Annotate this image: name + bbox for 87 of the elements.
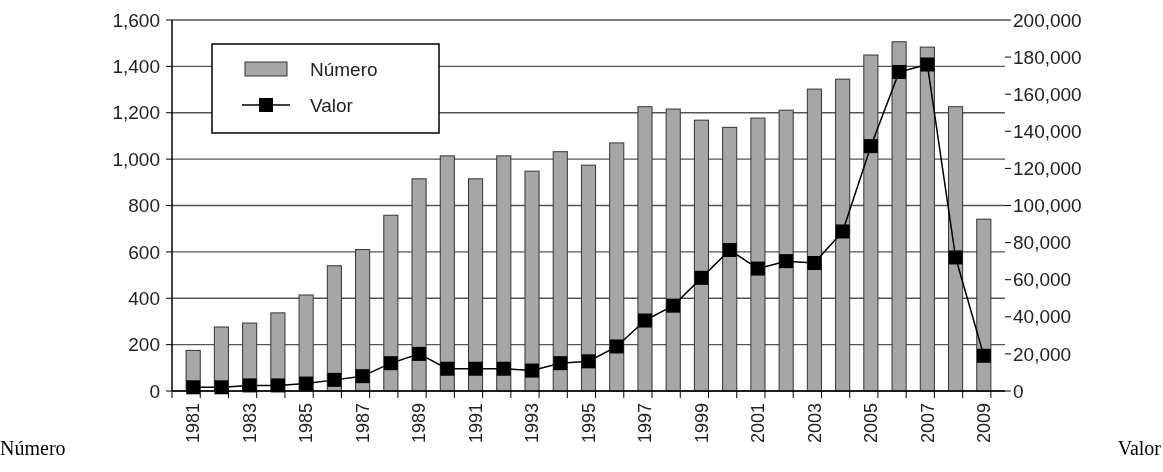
- legend-label: Número: [310, 58, 378, 80]
- bar: [467, 178, 484, 392]
- y2-tick-label: 20,000: [1013, 343, 1072, 365]
- point: [412, 346, 427, 361]
- y2-tick-label: 180,000: [1013, 46, 1082, 68]
- point: [892, 64, 907, 79]
- x-tick-label: 2005: [861, 403, 882, 444]
- y2-tick-label: 200,000: [1013, 9, 1082, 31]
- bar: [948, 106, 964, 392]
- legend-label: Valor: [310, 94, 354, 116]
- bar: [383, 214, 399, 392]
- y-tick-label: 1,600: [112, 9, 160, 31]
- y-tick-label: 1,000: [112, 148, 160, 170]
- bar: [524, 170, 540, 392]
- point: [666, 298, 681, 313]
- point: [807, 256, 822, 271]
- bar: [863, 54, 879, 392]
- point: [722, 243, 737, 258]
- point: [440, 361, 455, 376]
- y2-tick-label: 40,000: [1013, 306, 1072, 328]
- bar: [665, 108, 681, 392]
- y-tick-label: 800: [128, 195, 160, 217]
- y-axis-title: Número: [0, 437, 66, 459]
- x-tick-label: 1981: [183, 403, 204, 444]
- point: [976, 348, 991, 363]
- bar: [693, 119, 710, 392]
- bar: [891, 41, 907, 392]
- x-tick-label: 1993: [522, 403, 543, 444]
- bar: [580, 164, 597, 392]
- y2-tick-label: 140,000: [1013, 120, 1082, 142]
- point: [835, 224, 850, 239]
- y-tick-label: 400: [128, 287, 160, 309]
- bar: [609, 142, 625, 392]
- bar: [439, 155, 455, 392]
- point: [299, 376, 314, 391]
- point: [779, 254, 794, 269]
- x-tick-label: 2003: [804, 403, 825, 444]
- y2-tick-label: 0: [1013, 380, 1024, 402]
- bar: [976, 218, 992, 392]
- x-tick-label: 1989: [409, 403, 430, 444]
- x-tick-label: 2007: [917, 403, 938, 444]
- x-tick-label: 1991: [465, 403, 486, 444]
- y2-tick-label: 120,000: [1013, 158, 1082, 180]
- x-tick-label: 1983: [239, 403, 260, 444]
- bar: [637, 106, 653, 392]
- y2-tick-label: 100,000: [1013, 195, 1082, 217]
- x-tick-label: 1995: [578, 403, 599, 444]
- point: [355, 369, 370, 384]
- point: [948, 250, 963, 265]
- bar: [722, 126, 738, 392]
- bar: [411, 178, 427, 392]
- y-tick-label: 0: [149, 380, 160, 402]
- point: [637, 313, 652, 328]
- x-tick-label: 1987: [352, 403, 373, 444]
- bar: [750, 117, 766, 392]
- point: [383, 356, 398, 371]
- point: [553, 356, 568, 371]
- bar: [919, 46, 935, 392]
- point: [750, 261, 765, 276]
- y2-tick-label: 60,000: [1013, 269, 1072, 291]
- point: [920, 57, 935, 72]
- bar: [552, 151, 568, 392]
- point: [468, 361, 483, 376]
- y-tick-label: 600: [128, 241, 160, 263]
- y2-tick-label: 80,000: [1013, 232, 1072, 254]
- point: [609, 339, 624, 354]
- point: [327, 372, 342, 387]
- bar: [496, 155, 512, 392]
- point: [694, 270, 709, 285]
- y-tick-label: 1,400: [112, 56, 160, 78]
- x-tick-label: 1997: [635, 403, 656, 444]
- y-tick-label: 1,200: [112, 102, 160, 124]
- x-tick-label: 1999: [691, 403, 712, 444]
- point: [496, 361, 511, 376]
- bar: [355, 249, 371, 392]
- bar: [778, 109, 794, 392]
- y-tick-label: 200: [128, 334, 160, 356]
- x-tick-label: 2001: [748, 403, 769, 444]
- bar: [806, 88, 822, 392]
- bar: [835, 78, 851, 392]
- y2-tick-label: 160,000: [1013, 83, 1082, 105]
- x-tick-label: 2009: [974, 403, 995, 444]
- x-tick-label: 1985: [296, 403, 317, 444]
- y2-axis-title: Valor: [1117, 437, 1162, 459]
- point: [525, 363, 540, 378]
- point: [581, 354, 596, 369]
- point: [863, 139, 878, 154]
